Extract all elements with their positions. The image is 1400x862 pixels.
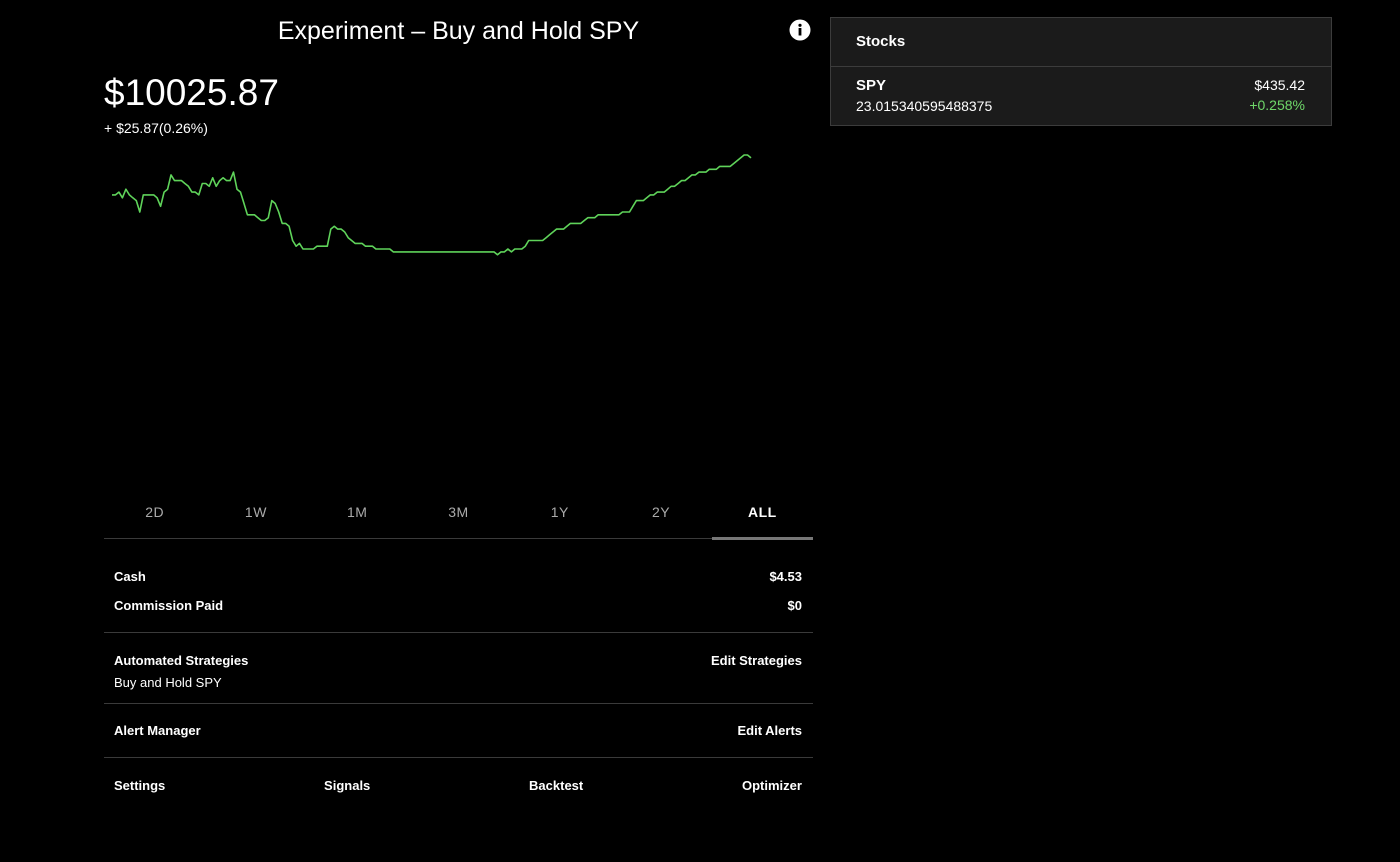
range-tab-2y[interactable]: 2Y (651, 504, 671, 520)
range-tabs: 2D 1W 1M 3M 1Y 2Y ALL (104, 492, 814, 540)
edit-alerts-button[interactable]: Edit Alerts (737, 723, 802, 738)
stock-price: $435.42 (1254, 77, 1305, 93)
optimizer-link[interactable]: Optimizer (742, 778, 802, 793)
series-line (112, 154, 752, 256)
footer-links: Settings Signals Backtest Optimizer (104, 758, 813, 808)
backtest-link[interactable]: Backtest (529, 778, 584, 793)
range-tab-1w[interactable]: 1W (244, 504, 267, 520)
stock-row-spy[interactable]: SPY 23.015340595488375 $435.42 +0.258% (831, 67, 1331, 114)
portfolio-change: + $25.87(0.26%) (104, 120, 208, 136)
alerts-section: Alert Manager Edit Alerts (104, 704, 813, 758)
stocks-header: Stocks (831, 18, 1331, 67)
stock-shares: 23.015340595488375 (856, 98, 993, 114)
signals-link[interactable]: Signals (324, 778, 371, 793)
portfolio-value: $10025.87 (104, 72, 279, 113)
stock-symbol: SPY (856, 77, 887, 94)
range-tab-all[interactable]: ALL (711, 492, 814, 540)
cash-label: Cash (114, 569, 146, 584)
range-tab-2d[interactable]: 2D (145, 504, 165, 520)
cash-value: $4.53 (769, 569, 802, 584)
info-icon[interactable] (789, 19, 811, 41)
strategies-label: Automated Strategies (114, 653, 249, 668)
commission-row: Commission Paid $0 (104, 598, 813, 613)
range-tab-1y[interactable]: 1Y (550, 504, 569, 520)
range-tab-1m[interactable]: 1M (346, 504, 368, 520)
cash-row: Cash $4.53 (104, 569, 813, 584)
edit-strategies-button[interactable]: Edit Strategies (710, 653, 802, 668)
account-summary: Cash $4.53 Commission Paid $0 (104, 539, 813, 633)
portfolio-chart[interactable] (104, 150, 813, 450)
range-tab-3m[interactable]: 3M (448, 504, 469, 520)
stocks-card: Stocks SPY 23.015340595488375 $435.42 +0… (830, 17, 1332, 126)
commission-label: Commission Paid (114, 598, 224, 613)
strategies-section: Automated Strategies Edit Strategies Buy… (104, 633, 813, 704)
stock-change: +0.258% (1249, 97, 1305, 113)
page-title: Experiment – Buy and Hold SPY (277, 17, 640, 45)
settings-link[interactable]: Settings (114, 778, 166, 793)
commission-value: $0 (787, 598, 802, 613)
strategy-item: Buy and Hold SPY (114, 675, 222, 690)
alert-manager-label: Alert Manager (114, 723, 201, 738)
